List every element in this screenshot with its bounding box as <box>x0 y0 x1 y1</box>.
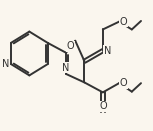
Text: N: N <box>2 59 9 69</box>
Text: O: O <box>99 101 107 111</box>
Text: O: O <box>120 78 127 88</box>
Text: O: O <box>120 17 127 27</box>
Text: N: N <box>104 46 111 56</box>
Text: N: N <box>62 63 70 73</box>
Text: O: O <box>67 42 75 51</box>
